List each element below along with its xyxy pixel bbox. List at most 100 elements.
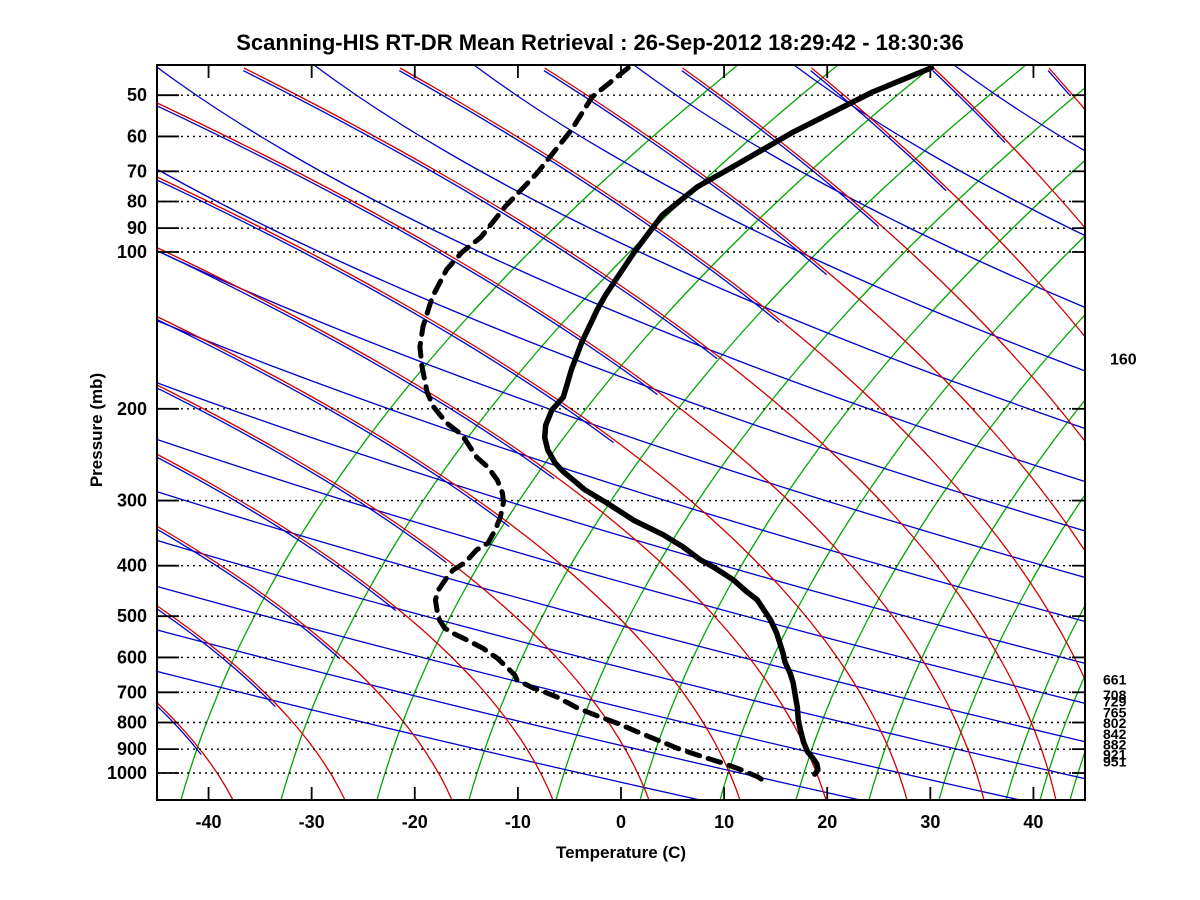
isotherm-line (639, 159, 1085, 800)
moist-adiabat-line (933, 67, 1085, 229)
pressure-tick-label: 900 (117, 739, 147, 759)
paired-adiabat-line (157, 387, 447, 564)
pressure-tick-label: 100 (117, 242, 147, 262)
paired-adiabat-line (157, 105, 658, 396)
pressure-tick-label: 300 (117, 491, 147, 511)
temp-tick-label: -10 (505, 812, 531, 832)
moist-adiabat-line (157, 453, 554, 800)
pressure-tick-label: 90 (127, 218, 147, 238)
right-stack-label: 951 (1103, 754, 1127, 770)
dry-adiabat-line (157, 490, 1085, 743)
moist-adiabat-line (811, 67, 1085, 338)
paired-adiabat-line (1047, 70, 1070, 96)
pressure-tick-label: 800 (117, 713, 147, 733)
right-stack-label: 802 (1103, 715, 1127, 731)
paired-adiabat-line (681, 70, 879, 228)
isotherm-line (1005, 604, 1085, 800)
moist-adiabat-line (157, 176, 908, 800)
dry-adiabat-line (793, 65, 1085, 237)
isotherm-line (280, 65, 839, 800)
moist-adiabat-line (544, 67, 1085, 553)
pressure-tick-label: 80 (127, 192, 147, 212)
pressure-tick-label: 50 (127, 85, 147, 105)
sounding-profiles (417, 65, 935, 783)
paired-adiabat-line (242, 70, 718, 360)
dry-adiabat-line (157, 249, 1085, 579)
right-stack-label: 708 (1103, 687, 1127, 703)
x-axis-label: Temperature (C) (555, 843, 687, 862)
dry-adiabat-line (157, 438, 1085, 704)
dry-adiabat-line (157, 539, 1085, 780)
paired-adiabat-line (543, 70, 828, 276)
isotherm-line (468, 65, 1027, 800)
dry-adiabat-line (157, 629, 861, 800)
dry-adiabat-line (953, 65, 1085, 152)
isotherm-line (376, 65, 935, 800)
paired-adiabat-line (157, 179, 614, 444)
right-stack-label: 921 (1103, 746, 1127, 762)
pressure-tick-label: 60 (127, 126, 147, 146)
moist-adiabat-line (243, 67, 1057, 800)
right-stack-label: 765 (1103, 704, 1127, 720)
dry-adiabat-line (157, 670, 701, 800)
pressure-tick-label: 400 (117, 556, 147, 576)
paired-adiabat-line (932, 70, 1006, 144)
temp-tick-label: -30 (299, 812, 325, 832)
paired-adiabat-line (157, 249, 555, 480)
dry-adiabat-line (157, 168, 1085, 532)
isotherm-line (868, 398, 1085, 800)
pressure-tick-label: 600 (117, 647, 147, 667)
isotherm-line (795, 313, 1085, 800)
temp-tick-label: 40 (1023, 812, 1043, 832)
moist-adiabat-line (157, 246, 827, 800)
pressure-tick-label: 500 (117, 606, 147, 626)
moist-adiabat-line (157, 384, 650, 800)
right-stack-label: 729 (1103, 693, 1127, 709)
dewpoint-profile-line (417, 65, 765, 783)
pressure-gridlines: 50 60 70 80 90 100 200 300 400 500 600 700 800 900 100… (107, 85, 1085, 783)
background-line-families (157, 65, 1200, 800)
paired-adiabat-line (157, 318, 510, 528)
dry-adiabat-line (313, 65, 1085, 430)
dry-adiabat-line (1114, 65, 1200, 800)
dry-adiabat-line (633, 65, 1085, 309)
dry-adiabat-line (157, 66, 1085, 483)
moist-adiabat-line (1157, 68, 1200, 800)
pressure-tick-label: 200 (117, 399, 147, 419)
paired-adiabat-line (157, 456, 397, 612)
temp-tick-label: 30 (920, 812, 940, 832)
dry-adiabat-line (473, 65, 1085, 372)
paired-adiabat-line (398, 70, 780, 324)
plot-frame (156, 64, 1086, 801)
temp-tick-label: 10 (714, 812, 734, 832)
moist-adiabat-line (157, 102, 985, 800)
temperature-ticks: -40 -30 -20 -10 0 10 20 30 40 (196, 65, 1043, 832)
y-axis-label: Pressure (mb) (87, 372, 106, 488)
pressure-tick-label: 700 (117, 682, 147, 702)
right-stack-label: 842 (1103, 726, 1127, 742)
paired-adiabat-line (157, 528, 341, 660)
isotherm-line (1069, 749, 1085, 800)
chart-title: Scanning-HIS RT-DR Mean Retrieval : 26-S… (236, 30, 964, 55)
dry-adiabat-line (157, 382, 1085, 664)
moist-adiabat-line (157, 604, 346, 800)
moist-adiabat-line (157, 315, 741, 800)
paired-adiabat-line (157, 608, 276, 708)
moist-adiabat-line (157, 525, 453, 800)
temperature-profile-line (541, 65, 935, 777)
pressure-tick-label: 1000 (107, 763, 147, 783)
temp-tick-label: 20 (817, 812, 837, 832)
temp-tick-label: -40 (196, 812, 222, 832)
pressure-tick-label: 70 (127, 161, 147, 181)
right-stack-label: 661 (1103, 671, 1127, 687)
isotherm-line (555, 87, 1085, 800)
right-stack-label: 882 (1103, 737, 1127, 753)
right-label-160: 160 (1110, 351, 1137, 368)
temp-tick-label: -20 (402, 812, 428, 832)
paired-adiabat-line (810, 70, 947, 192)
temp-tick-label: 0 (616, 812, 626, 832)
dry-adiabat-line (157, 585, 1021, 800)
